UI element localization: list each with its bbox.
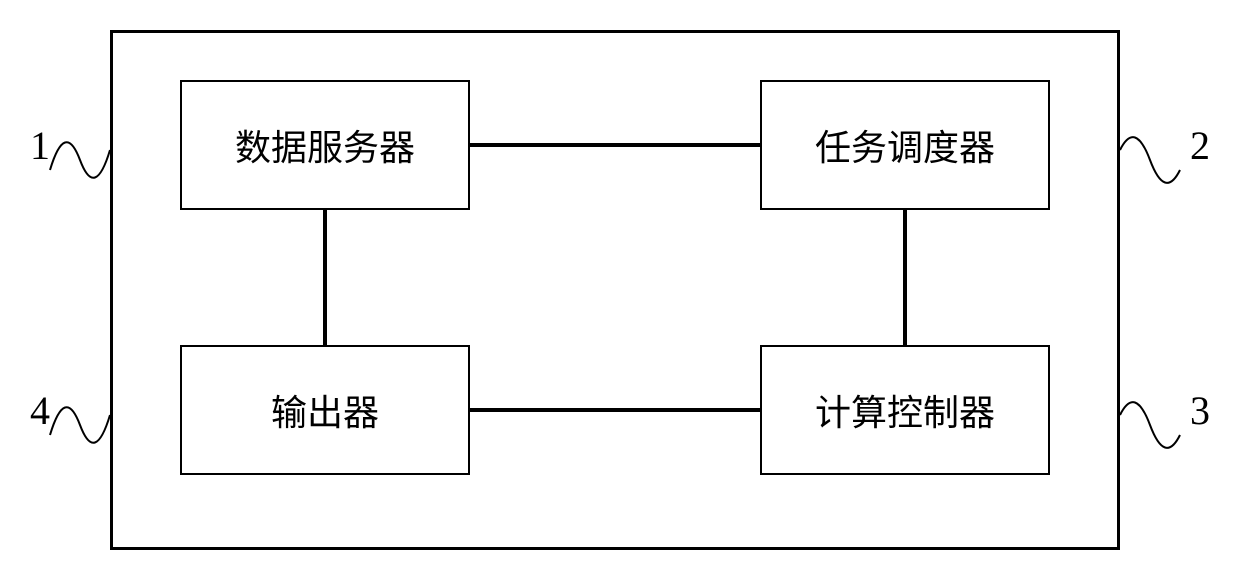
annotation-3-leader xyxy=(1120,402,1180,448)
node-outputter-label: 输出器 xyxy=(271,384,379,436)
node-compute-controller: 计算控制器 xyxy=(760,345,1050,475)
node-task-scheduler-label: 任务调度器 xyxy=(815,119,995,171)
annotation-2-label: 2 xyxy=(1180,120,1220,170)
node-outputter: 输出器 xyxy=(180,345,470,475)
annotation-4-label: 4 xyxy=(20,385,60,435)
annotation-2-leader xyxy=(1120,137,1180,183)
node-data-server: 数据服务器 xyxy=(180,80,470,210)
annotation-4-text: 4 xyxy=(30,387,50,434)
annotation-3-text: 3 xyxy=(1190,387,1210,434)
node-data-server-label: 数据服务器 xyxy=(235,119,415,171)
annotation-1-text: 1 xyxy=(30,122,50,169)
node-task-scheduler: 任务调度器 xyxy=(760,80,1050,210)
annotation-2-text: 2 xyxy=(1190,122,1210,169)
annotation-3-label: 3 xyxy=(1180,385,1220,435)
diagram-canvas: 数据服务器 任务调度器 计算控制器 输出器 1 2 3 4 xyxy=(0,0,1240,578)
node-compute-controller-label: 计算控制器 xyxy=(815,384,995,436)
annotation-1-label: 1 xyxy=(20,120,60,170)
